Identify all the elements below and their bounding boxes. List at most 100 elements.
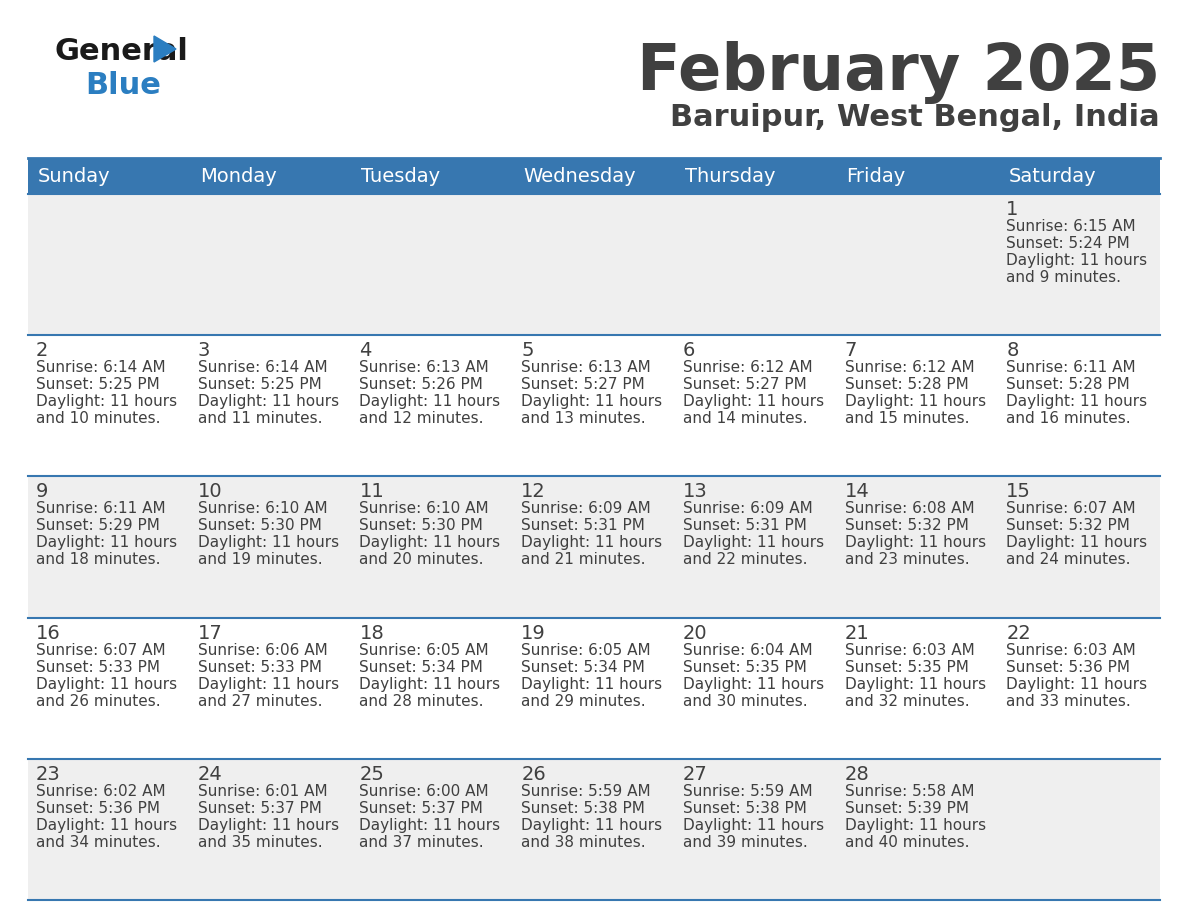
Text: 23: 23 bbox=[36, 765, 61, 784]
Text: Daylight: 11 hours: Daylight: 11 hours bbox=[36, 677, 177, 691]
Text: Sunrise: 6:07 AM: Sunrise: 6:07 AM bbox=[1006, 501, 1136, 517]
Text: Daylight: 11 hours: Daylight: 11 hours bbox=[683, 677, 824, 691]
Text: 20: 20 bbox=[683, 623, 708, 643]
Text: 8: 8 bbox=[1006, 341, 1018, 360]
Text: 16: 16 bbox=[36, 623, 61, 643]
Text: Sunset: 5:38 PM: Sunset: 5:38 PM bbox=[683, 800, 807, 816]
Text: 28: 28 bbox=[845, 765, 870, 784]
Text: 25: 25 bbox=[360, 765, 384, 784]
Text: Daylight: 11 hours: Daylight: 11 hours bbox=[36, 535, 177, 551]
Text: Daylight: 11 hours: Daylight: 11 hours bbox=[683, 535, 824, 551]
Text: Daylight: 11 hours: Daylight: 11 hours bbox=[1006, 253, 1148, 268]
Text: and 16 minutes.: and 16 minutes. bbox=[1006, 411, 1131, 426]
Text: Sunrise: 6:06 AM: Sunrise: 6:06 AM bbox=[197, 643, 328, 657]
Text: and 9 minutes.: and 9 minutes. bbox=[1006, 270, 1121, 285]
Text: Sunrise: 6:10 AM: Sunrise: 6:10 AM bbox=[197, 501, 328, 517]
Text: Sunrise: 6:14 AM: Sunrise: 6:14 AM bbox=[197, 360, 328, 375]
Text: 9: 9 bbox=[36, 482, 49, 501]
Bar bbox=[29, 476, 1159, 618]
Text: and 23 minutes.: and 23 minutes. bbox=[845, 553, 969, 567]
Text: Sunset: 5:33 PM: Sunset: 5:33 PM bbox=[197, 660, 322, 675]
Text: Sunrise: 6:07 AM: Sunrise: 6:07 AM bbox=[36, 643, 165, 657]
Text: Sunset: 5:39 PM: Sunset: 5:39 PM bbox=[845, 800, 968, 816]
Text: Sunday: Sunday bbox=[38, 166, 110, 185]
Text: Sunset: 5:29 PM: Sunset: 5:29 PM bbox=[36, 519, 160, 533]
Text: Daylight: 11 hours: Daylight: 11 hours bbox=[360, 818, 500, 833]
Text: Sunset: 5:26 PM: Sunset: 5:26 PM bbox=[360, 377, 484, 392]
Polygon shape bbox=[154, 36, 176, 62]
Text: Sunset: 5:31 PM: Sunset: 5:31 PM bbox=[522, 519, 645, 533]
Text: and 20 minutes.: and 20 minutes. bbox=[360, 553, 484, 567]
Text: Daylight: 11 hours: Daylight: 11 hours bbox=[845, 394, 986, 409]
Text: and 22 minutes.: and 22 minutes. bbox=[683, 553, 808, 567]
Text: Sunrise: 5:59 AM: Sunrise: 5:59 AM bbox=[522, 784, 651, 799]
Text: Sunset: 5:33 PM: Sunset: 5:33 PM bbox=[36, 660, 160, 675]
Text: and 21 minutes.: and 21 minutes. bbox=[522, 553, 645, 567]
Text: and 13 minutes.: and 13 minutes. bbox=[522, 411, 646, 426]
Text: Daylight: 11 hours: Daylight: 11 hours bbox=[522, 818, 662, 833]
Text: Sunset: 5:28 PM: Sunset: 5:28 PM bbox=[1006, 377, 1130, 392]
Text: and 18 minutes.: and 18 minutes. bbox=[36, 553, 160, 567]
Text: 14: 14 bbox=[845, 482, 870, 501]
Text: and 30 minutes.: and 30 minutes. bbox=[683, 694, 808, 709]
Text: and 15 minutes.: and 15 minutes. bbox=[845, 411, 969, 426]
Bar bbox=[29, 158, 1159, 194]
Text: Sunset: 5:36 PM: Sunset: 5:36 PM bbox=[36, 800, 160, 816]
Text: 18: 18 bbox=[360, 623, 384, 643]
Text: 2: 2 bbox=[36, 341, 49, 360]
Text: Daylight: 11 hours: Daylight: 11 hours bbox=[845, 818, 986, 833]
Text: Sunrise: 5:59 AM: Sunrise: 5:59 AM bbox=[683, 784, 813, 799]
Text: Sunset: 5:36 PM: Sunset: 5:36 PM bbox=[1006, 660, 1130, 675]
Text: Thursday: Thursday bbox=[684, 166, 776, 185]
Text: and 19 minutes.: and 19 minutes. bbox=[197, 553, 322, 567]
Text: Sunset: 5:32 PM: Sunset: 5:32 PM bbox=[845, 519, 968, 533]
Text: 27: 27 bbox=[683, 765, 708, 784]
Text: Sunrise: 6:12 AM: Sunrise: 6:12 AM bbox=[845, 360, 974, 375]
Text: Daylight: 11 hours: Daylight: 11 hours bbox=[197, 394, 339, 409]
Text: Blue: Blue bbox=[86, 71, 160, 99]
Text: Sunrise: 6:03 AM: Sunrise: 6:03 AM bbox=[1006, 643, 1136, 657]
Text: Sunrise: 6:09 AM: Sunrise: 6:09 AM bbox=[683, 501, 813, 517]
Text: Daylight: 11 hours: Daylight: 11 hours bbox=[197, 818, 339, 833]
Text: and 26 minutes.: and 26 minutes. bbox=[36, 694, 160, 709]
Text: and 32 minutes.: and 32 minutes. bbox=[845, 694, 969, 709]
Text: General: General bbox=[55, 38, 189, 66]
Text: Sunset: 5:31 PM: Sunset: 5:31 PM bbox=[683, 519, 807, 533]
Text: and 38 minutes.: and 38 minutes. bbox=[522, 834, 646, 850]
Text: Daylight: 11 hours: Daylight: 11 hours bbox=[1006, 394, 1148, 409]
Text: 13: 13 bbox=[683, 482, 708, 501]
Text: Sunset: 5:38 PM: Sunset: 5:38 PM bbox=[522, 800, 645, 816]
Text: and 29 minutes.: and 29 minutes. bbox=[522, 694, 646, 709]
Text: 15: 15 bbox=[1006, 482, 1031, 501]
Text: Sunrise: 6:02 AM: Sunrise: 6:02 AM bbox=[36, 784, 165, 799]
Text: Sunset: 5:37 PM: Sunset: 5:37 PM bbox=[197, 800, 322, 816]
Text: Tuesday: Tuesday bbox=[361, 166, 441, 185]
Text: Sunrise: 5:58 AM: Sunrise: 5:58 AM bbox=[845, 784, 974, 799]
Text: Saturday: Saturday bbox=[1009, 166, 1095, 185]
Text: 4: 4 bbox=[360, 341, 372, 360]
Text: 10: 10 bbox=[197, 482, 222, 501]
Text: 26: 26 bbox=[522, 765, 546, 784]
Text: 24: 24 bbox=[197, 765, 222, 784]
Text: Sunset: 5:25 PM: Sunset: 5:25 PM bbox=[36, 377, 159, 392]
Text: Baruipur, West Bengal, India: Baruipur, West Bengal, India bbox=[670, 104, 1159, 132]
Text: Sunset: 5:28 PM: Sunset: 5:28 PM bbox=[845, 377, 968, 392]
Text: Sunrise: 6:01 AM: Sunrise: 6:01 AM bbox=[197, 784, 328, 799]
Text: 17: 17 bbox=[197, 623, 222, 643]
Text: Sunrise: 6:03 AM: Sunrise: 6:03 AM bbox=[845, 643, 974, 657]
Text: Daylight: 11 hours: Daylight: 11 hours bbox=[522, 677, 662, 691]
Text: Friday: Friday bbox=[847, 166, 905, 185]
Text: Sunset: 5:35 PM: Sunset: 5:35 PM bbox=[845, 660, 968, 675]
Text: Sunset: 5:27 PM: Sunset: 5:27 PM bbox=[522, 377, 645, 392]
Text: Daylight: 11 hours: Daylight: 11 hours bbox=[845, 535, 986, 551]
Text: Daylight: 11 hours: Daylight: 11 hours bbox=[197, 677, 339, 691]
Text: and 11 minutes.: and 11 minutes. bbox=[197, 411, 322, 426]
Text: and 10 minutes.: and 10 minutes. bbox=[36, 411, 160, 426]
Text: Daylight: 11 hours: Daylight: 11 hours bbox=[36, 818, 177, 833]
Text: Daylight: 11 hours: Daylight: 11 hours bbox=[360, 394, 500, 409]
Text: Sunset: 5:34 PM: Sunset: 5:34 PM bbox=[522, 660, 645, 675]
Text: Daylight: 11 hours: Daylight: 11 hours bbox=[1006, 535, 1148, 551]
Text: 21: 21 bbox=[845, 623, 870, 643]
Text: February 2025: February 2025 bbox=[637, 40, 1159, 104]
Text: Daylight: 11 hours: Daylight: 11 hours bbox=[845, 677, 986, 691]
